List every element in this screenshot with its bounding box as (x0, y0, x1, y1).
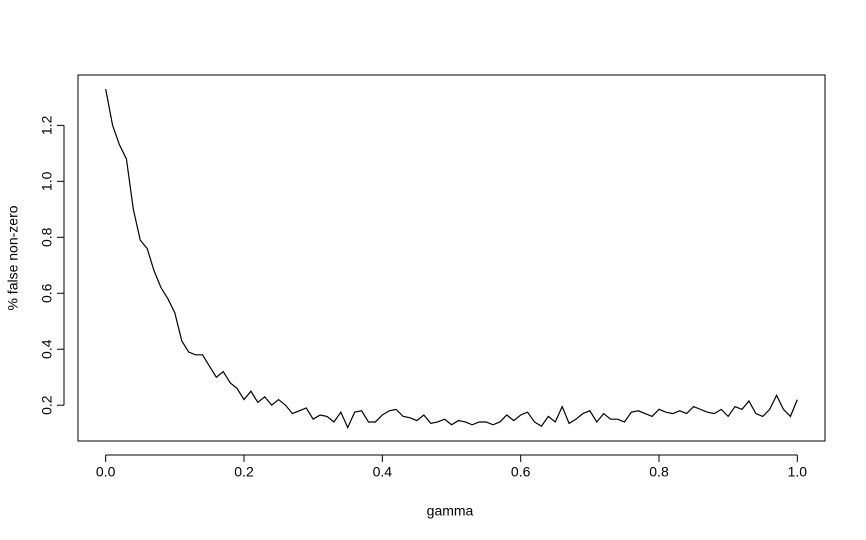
x-tick-label: 0.8 (649, 464, 669, 480)
x-tick-label: 0.6 (511, 464, 531, 480)
y-tick-label: 0.8 (39, 227, 55, 247)
x-tick-label: 1.0 (788, 464, 808, 480)
data-line (105, 88, 798, 430)
x-tick-label: 0.0 (96, 464, 116, 480)
y-tick-label: 0.6 (39, 283, 55, 303)
y-tick-label: 1.2 (39, 115, 55, 135)
y-tick-label: 0.2 (39, 395, 55, 415)
y-axis-label: % false non-zero (5, 205, 21, 310)
x-tick-label: 0.2 (234, 464, 254, 480)
x-tick-label: 0.4 (373, 464, 393, 480)
y-tick-label: 0.4 (39, 339, 55, 359)
y-tick-label: 1.0 (39, 171, 55, 191)
plot-box (77, 74, 826, 442)
x-axis-label: gamma (427, 503, 474, 519)
